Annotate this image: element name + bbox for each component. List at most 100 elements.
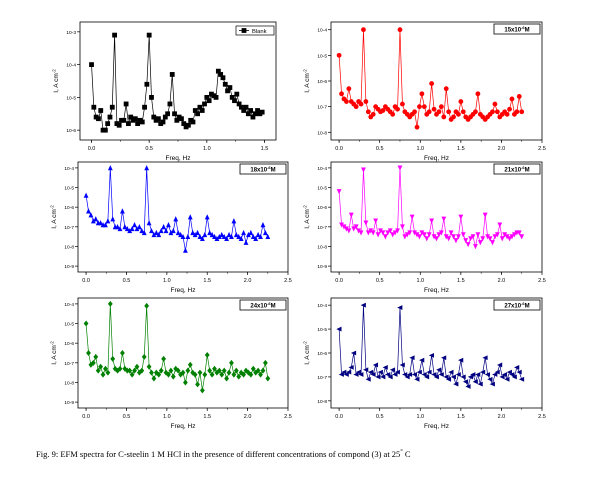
data-point: [490, 240, 495, 246]
data-point: [243, 104, 249, 110]
data-point: [392, 372, 398, 377]
data-point: [509, 234, 515, 240]
data-point: [124, 225, 130, 232]
data-point: [350, 350, 357, 356]
data-point: [373, 218, 379, 224]
data-point: [414, 232, 420, 238]
data-point: [397, 305, 403, 310]
data-point: [219, 371, 225, 378]
data-point: [443, 234, 449, 240]
data-point: [170, 227, 176, 234]
data-point: [411, 372, 417, 377]
data-point: [195, 229, 200, 236]
data-point: [151, 114, 157, 120]
data-point: [105, 121, 111, 127]
data-point: [207, 229, 213, 236]
data-point: [441, 355, 447, 361]
x-tick-label: 2.5: [538, 278, 546, 284]
data-point: [100, 371, 106, 378]
x-axis-label: Freq, Hz: [166, 155, 191, 162]
data-point: [112, 32, 117, 38]
data-point: [348, 364, 354, 370]
data-point: [412, 230, 417, 236]
data-point: [167, 101, 173, 107]
data-point: [487, 376, 493, 382]
data-point: [224, 375, 230, 382]
data-point: [336, 326, 342, 332]
legend-label-unit: M: [271, 304, 276, 310]
data-point: [375, 232, 381, 238]
y-axis-label: I, A cm-2: [303, 205, 312, 229]
data-point: [361, 27, 366, 33]
data-point: [519, 109, 525, 115]
y-axis-label-text: I, A cm: [53, 73, 60, 93]
data-point: [122, 365, 128, 372]
data-point: [86, 350, 91, 356]
data-point: [151, 375, 157, 382]
data-point: [166, 222, 171, 228]
data-point: [370, 111, 376, 117]
x-tick-label: 0.0: [82, 278, 90, 284]
data-point: [162, 114, 168, 120]
data-point: [258, 371, 263, 378]
data-point: [250, 365, 256, 372]
data-point: [404, 232, 410, 238]
legend-label-sup: -6: [521, 165, 525, 170]
data-point: [141, 353, 147, 360]
legend: 24x10-6M: [239, 299, 287, 311]
data-point: [262, 229, 268, 236]
data-point: [153, 229, 159, 236]
data-point: [501, 372, 508, 377]
data-point: [436, 232, 442, 238]
data-point: [380, 108, 386, 113]
data-point: [380, 374, 386, 380]
data-point: [197, 104, 203, 110]
data-point: [402, 234, 408, 240]
x-tick-label: 1.0: [163, 278, 171, 284]
data-point: [426, 369, 432, 375]
data-point: [260, 222, 266, 228]
data-point: [102, 127, 108, 133]
data-point: [93, 216, 99, 222]
data-point: [250, 114, 256, 120]
data-point: [450, 374, 456, 380]
plot-frame: [330, 297, 543, 409]
data-point: [105, 218, 111, 224]
data-point: [424, 236, 430, 242]
data-point: [126, 121, 131, 127]
data-point: [344, 99, 349, 104]
data-point: [156, 116, 161, 122]
data-point: [89, 62, 94, 68]
data-point: [199, 235, 205, 242]
data-point: [434, 236, 439, 242]
data-point: [448, 230, 454, 236]
data-point: [494, 109, 500, 115]
data-point: [363, 220, 369, 226]
x-tick-label: 1.0: [416, 414, 424, 420]
data-point: [361, 167, 366, 173]
legend-box: [493, 23, 541, 35]
x-tick-label: 0.5: [123, 414, 131, 420]
data-point: [241, 371, 246, 378]
y-tick-label: 10-4: [317, 303, 327, 309]
data-point: [360, 302, 366, 308]
data-point: [395, 228, 400, 234]
data-point: [197, 233, 203, 240]
y-tick-label: 10-4: [64, 166, 74, 172]
data-point: [121, 117, 127, 123]
y-tick-label: 10-5: [66, 95, 76, 101]
data-point: [224, 235, 230, 242]
chart-panel-3: 0.0 0.5 1.0 1.5 2.0 2.5 10-9 10-8 10-7 10-6 10-5 10…: [50, 161, 292, 294]
data-point: [213, 94, 219, 100]
data-point: [132, 222, 137, 228]
data-point: [482, 355, 488, 361]
data-point: [453, 381, 459, 387]
data-point: [163, 227, 169, 234]
data-point: [122, 224, 128, 230]
data-point: [221, 367, 227, 374]
data-point: [467, 374, 473, 380]
data-point: [127, 367, 133, 374]
chart-panel-4: 0.0 0.5 1.0 1.5 2.0 2.5 10-9 10-8 10-7 10-6 10-5 10…: [303, 161, 546, 294]
data-point: [90, 359, 96, 366]
data-point: [365, 109, 371, 115]
